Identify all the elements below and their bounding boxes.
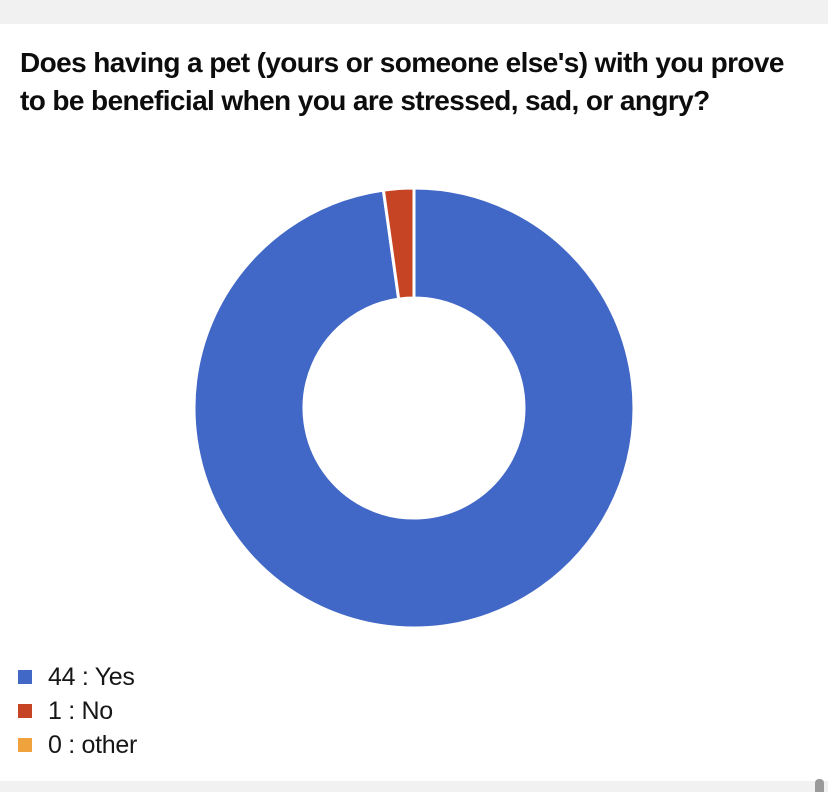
- legend-label-no: 1 : No: [48, 696, 113, 725]
- legend-label-yes: 44 : Yes: [48, 662, 135, 691]
- donut-slice-no: [381, 186, 416, 301]
- bottom-scroll-gutter: [0, 781, 828, 792]
- legend-swatch-other: [18, 738, 32, 752]
- legend-swatch-no: [18, 704, 32, 718]
- legend-swatch-yes: [18, 670, 32, 684]
- donut-slice-yes: [192, 186, 636, 630]
- chart-title: Does having a pet (yours or someone else…: [20, 47, 784, 116]
- top-scroll-gutter: [0, 0, 828, 24]
- legend-label-other: 0 : other: [48, 730, 138, 759]
- donut-slices: [192, 186, 636, 630]
- scrollbar-thumb[interactable]: [815, 779, 824, 792]
- legend-item-other: 0 : other: [18, 728, 137, 762]
- legend-item-no: 1 : No: [18, 694, 137, 728]
- legend-item-yes: 44 : Yes: [18, 660, 137, 694]
- chart-legend: 44 : Yes 1 : No 0 : other: [18, 660, 137, 762]
